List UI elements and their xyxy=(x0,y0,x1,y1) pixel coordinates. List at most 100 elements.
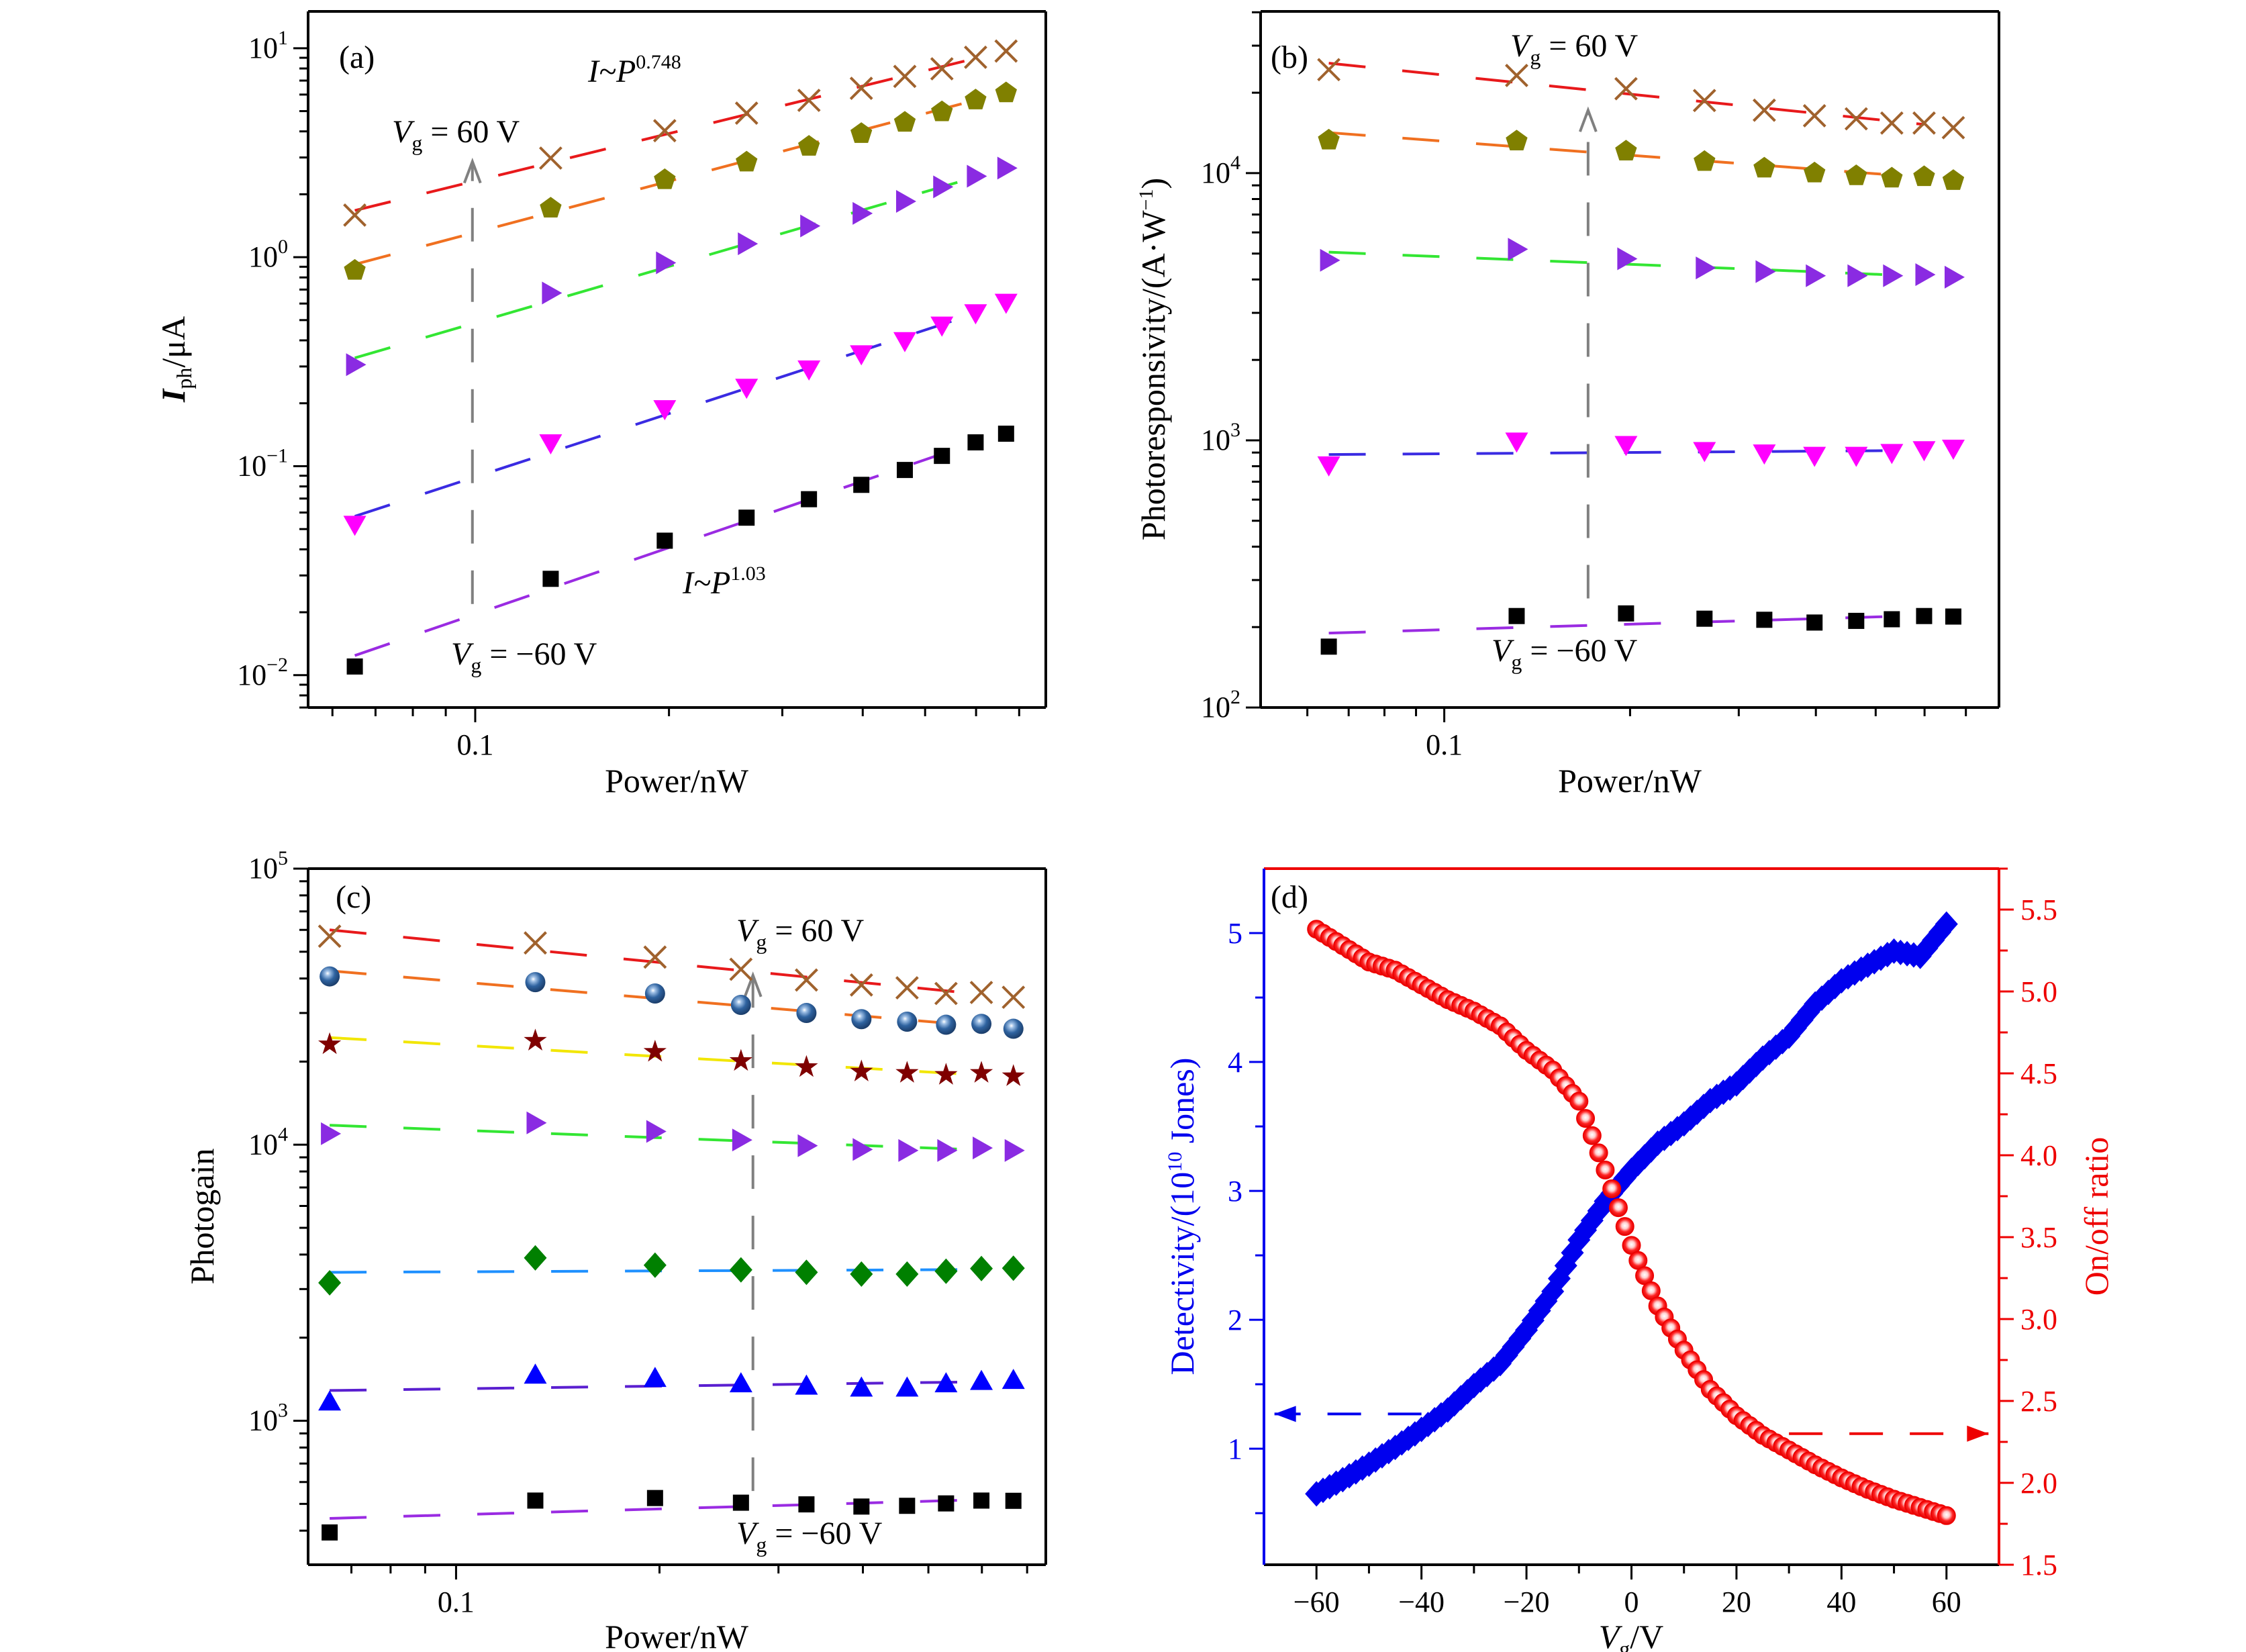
x-marker-stroke xyxy=(849,77,873,100)
y-tick-label-right: 4.5 xyxy=(2020,1057,2057,1090)
x-marker-stroke xyxy=(964,45,987,69)
diamond-marker xyxy=(643,1252,667,1278)
triangle-right-marker xyxy=(1320,248,1340,272)
x-marker-stroke xyxy=(1692,89,1716,113)
triangle-right-marker xyxy=(526,1111,547,1134)
triangle-right-marker xyxy=(321,1122,342,1145)
square-marker xyxy=(801,491,818,507)
square-marker xyxy=(973,1492,990,1509)
y-tick-label: 103 xyxy=(248,1400,288,1437)
x-marker-stroke xyxy=(969,981,993,1004)
square-marker xyxy=(1696,610,1713,627)
x-tick-label: 0.1 xyxy=(438,1586,475,1618)
y-tick-label-right: 3.0 xyxy=(2020,1303,2057,1336)
diamond-marker xyxy=(895,1261,919,1287)
tick-base: 10 xyxy=(248,852,278,885)
vg-high-annotation: Vg = 60 V xyxy=(392,114,520,155)
x-marker-stroke xyxy=(1879,111,1904,135)
x-marker-stroke xyxy=(994,39,1018,63)
x-marker-stroke xyxy=(524,931,547,955)
triangle-up-marker xyxy=(895,1376,919,1397)
tick-base: 10 xyxy=(248,1128,278,1161)
y-tick-label: 104 xyxy=(1201,152,1240,189)
square-marker xyxy=(527,1492,544,1509)
y-tick-label-right: 5.0 xyxy=(2020,975,2057,1008)
x-tick-label: 0.1 xyxy=(1426,728,1463,761)
x-tick-label: 40 xyxy=(1826,1586,1856,1618)
triangle-right-marker xyxy=(1617,247,1638,271)
tick-base: 10 xyxy=(248,1404,278,1437)
sphere-marker xyxy=(525,972,546,993)
triangle-right-marker xyxy=(1806,264,1826,287)
y-tick-label: 101 xyxy=(248,27,288,64)
circle-marker xyxy=(1602,1179,1622,1199)
x-axis-label: Power/nW xyxy=(605,1618,749,1652)
y-tick-label-right: 4.0 xyxy=(2020,1139,2057,1172)
circle-marker xyxy=(1589,1143,1608,1163)
triangle-down-marker xyxy=(1693,442,1716,463)
x-marker xyxy=(895,976,919,1000)
square-marker xyxy=(798,1496,815,1513)
triangle-down-marker xyxy=(1317,456,1340,477)
star-marker xyxy=(729,1049,752,1071)
star-marker xyxy=(318,1032,342,1055)
square-marker xyxy=(997,426,1014,442)
square-marker xyxy=(1945,608,1962,625)
triangle-up-marker xyxy=(643,1367,667,1388)
x-marker-stroke xyxy=(729,957,753,981)
sphere-marker xyxy=(851,1009,872,1030)
x-axis-label: Power/nW xyxy=(605,762,749,799)
triangle-down-marker xyxy=(1912,441,1936,462)
power-law-bottom-annotation: I~P1.03 xyxy=(682,563,766,601)
x-marker xyxy=(849,77,873,100)
square-marker xyxy=(1508,608,1525,624)
x-marker-stroke xyxy=(797,89,821,112)
triangle-right-marker xyxy=(1883,264,1904,287)
square-marker xyxy=(322,1524,338,1541)
x-marker xyxy=(524,931,547,955)
tick-base: 10 xyxy=(237,659,266,691)
x-axis-label: Vg/V xyxy=(1599,1618,1664,1652)
vg-low-annotation: Vg = −60 V xyxy=(736,1516,883,1557)
square-marker xyxy=(1806,614,1823,631)
y-tick-label-right: 2.0 xyxy=(2020,1467,2057,1500)
x-marker xyxy=(734,101,759,125)
square-marker xyxy=(346,658,363,675)
star-marker xyxy=(524,1028,547,1051)
vg-low-annotation: Vg = −60 V xyxy=(451,636,597,677)
pentagon-marker xyxy=(1694,150,1716,171)
triangle-right-marker xyxy=(997,156,1018,180)
pentagon-marker xyxy=(1913,165,1935,187)
sphere-marker xyxy=(936,1014,957,1035)
triangle-right-marker xyxy=(1508,238,1528,261)
triangle-down-marker xyxy=(1614,436,1638,456)
triangle-right-marker xyxy=(933,175,954,199)
circle-marker xyxy=(1582,1126,1602,1145)
x-marker-stroke xyxy=(895,976,919,1000)
x-marker-stroke xyxy=(343,203,367,227)
x-marker-stroke xyxy=(538,146,563,170)
triangle-down-marker xyxy=(994,293,1018,314)
triangle-down-marker xyxy=(1803,446,1826,467)
triangle-right-marker xyxy=(967,164,987,188)
x-marker xyxy=(643,945,667,969)
triangle-right-marker xyxy=(656,251,677,275)
triangle-right-marker xyxy=(797,1134,818,1157)
triangle-right-marker xyxy=(1004,1138,1025,1162)
pentagon-marker xyxy=(797,135,820,156)
square-marker xyxy=(934,448,950,465)
triangle-right-marker xyxy=(346,353,367,377)
circle-marker xyxy=(1608,1198,1628,1218)
x-marker xyxy=(849,973,873,997)
triangle-right-marker xyxy=(646,1120,667,1143)
x-marker-stroke xyxy=(1505,64,1528,87)
star-marker xyxy=(895,1061,919,1083)
tick-exponent: 3 xyxy=(1230,419,1240,441)
data-series xyxy=(318,1245,1025,1296)
triangle-right-marker xyxy=(937,1138,958,1162)
data-series xyxy=(1320,605,1962,655)
x-marker xyxy=(1692,89,1716,113)
pentagon-marker xyxy=(540,197,562,218)
y-axis-label: Iph/μA xyxy=(154,316,196,403)
